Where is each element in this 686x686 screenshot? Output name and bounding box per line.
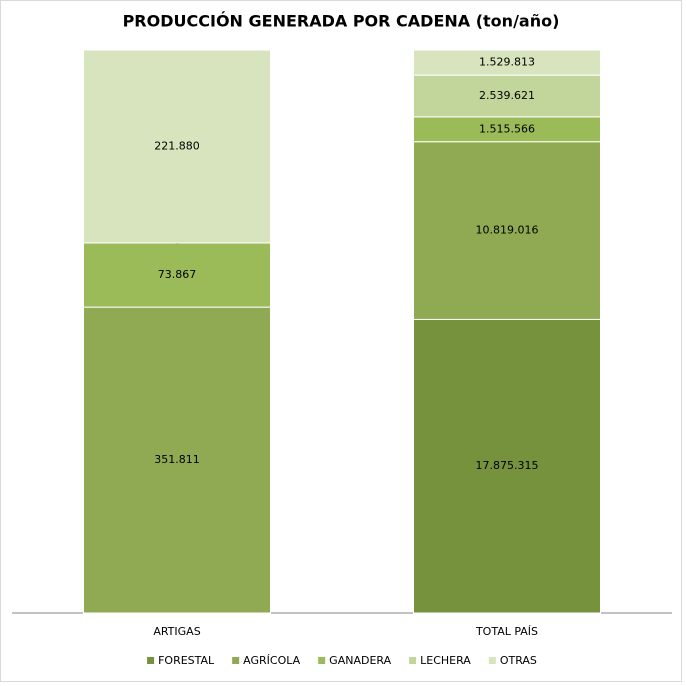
legend-marker — [488, 657, 496, 664]
legend-marker — [318, 657, 326, 664]
data-label: 221.880 — [154, 139, 200, 152]
bar-segment — [413, 116, 601, 143]
chart-title: PRODUCCIÓN GENERADA POR CADENA (ton/año) — [123, 12, 560, 31]
bar-segment — [413, 49, 601, 76]
legend-marker — [147, 657, 155, 664]
bar-segment — [413, 141, 601, 320]
legend-label: OTRAS — [500, 654, 537, 667]
legend-label: AGRÍCOLA — [243, 654, 300, 667]
data-label: 10.819.016 — [476, 224, 539, 237]
x-tick-label: ARTIGAS — [153, 625, 200, 638]
bar-segment — [413, 74, 601, 118]
legend-marker — [232, 657, 240, 664]
data-label: 1.515.566 — [479, 122, 535, 135]
data-label: 17.875.315 — [476, 459, 539, 472]
data-label: 1.529.813 — [479, 56, 535, 69]
data-label: 73.867 — [158, 268, 197, 281]
legend-label: FORESTAL — [158, 654, 215, 667]
data-label: 351.811 — [154, 453, 200, 466]
legend-label: LECHERA — [420, 654, 471, 667]
x-tick-label: TOTAL PAÍS — [475, 625, 538, 638]
bar-segment — [83, 306, 271, 614]
legend-marker — [409, 657, 417, 664]
bar-segment — [83, 49, 271, 244]
data-label: 2.539.621 — [479, 89, 535, 102]
legend-label: GANADERA — [329, 654, 391, 667]
